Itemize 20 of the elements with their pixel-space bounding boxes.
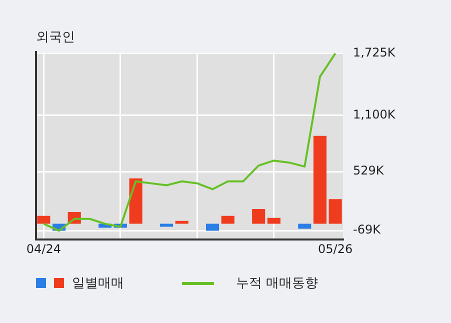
legend-label: 일별매매 — [72, 275, 124, 292]
bar — [298, 224, 312, 229]
bar — [206, 224, 220, 231]
chart-title: 외국인 — [36, 29, 75, 46]
y-tick-label: -69K — [353, 222, 382, 237]
bar — [267, 218, 280, 224]
bar — [129, 178, 142, 224]
x-tick-label: 04/24 — [26, 242, 61, 256]
legend-label: 누적 매매동향 — [236, 275, 318, 292]
bar — [252, 208, 266, 224]
y-tick-label: 529K — [353, 164, 385, 178]
bar — [328, 199, 342, 224]
y-tick-label: 1,100K — [353, 107, 396, 122]
y-tick-label: 1,725K — [353, 46, 396, 60]
bar — [160, 224, 173, 227]
bar — [313, 136, 326, 224]
bar — [221, 216, 234, 224]
x-tick-label: 05/26 — [318, 242, 353, 256]
bar — [37, 216, 50, 224]
bar — [175, 220, 188, 224]
